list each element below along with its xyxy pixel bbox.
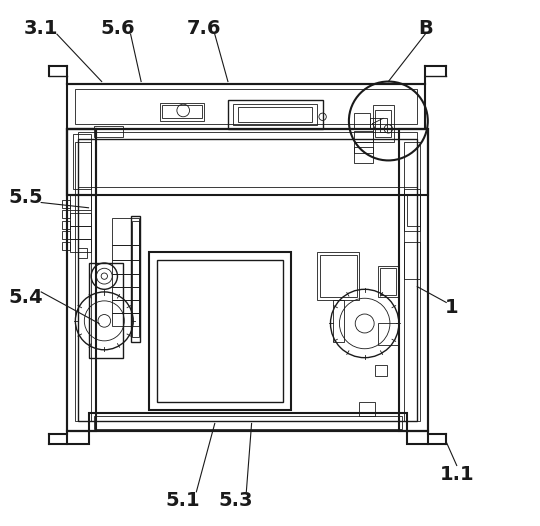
Bar (149, 252, 291, 410)
Bar (233, 104, 318, 125)
Bar (373, 105, 394, 142)
Bar (78, 139, 417, 421)
Bar (381, 268, 396, 295)
Bar (381, 118, 387, 132)
Bar (112, 245, 138, 260)
Bar (407, 195, 420, 226)
Text: 7.6: 7.6 (187, 19, 221, 38)
Bar (320, 255, 357, 297)
Bar (378, 266, 399, 297)
Bar (70, 195, 91, 210)
Bar (78, 248, 87, 258)
Bar (112, 287, 138, 300)
Bar (378, 323, 399, 345)
Bar (94, 129, 123, 137)
Bar (112, 218, 138, 245)
Bar (404, 189, 420, 231)
Bar (70, 226, 91, 239)
Bar (159, 103, 204, 121)
Bar (68, 129, 428, 195)
Bar (89, 263, 123, 358)
Bar (76, 89, 417, 124)
Bar (68, 84, 425, 129)
Bar (333, 300, 343, 342)
Bar (228, 100, 322, 129)
Bar (112, 274, 138, 287)
Bar (62, 231, 70, 239)
Text: 3.1: 3.1 (24, 19, 58, 38)
Bar (68, 129, 97, 195)
Bar (375, 110, 391, 137)
Text: 5.5: 5.5 (8, 188, 43, 207)
Bar (318, 252, 360, 300)
Text: 5.6: 5.6 (100, 19, 135, 38)
Text: 5.1: 5.1 (166, 491, 200, 510)
Bar (78, 132, 417, 187)
Bar (112, 300, 138, 313)
Bar (62, 242, 70, 250)
Bar (70, 213, 91, 226)
Bar (375, 365, 387, 376)
Bar (68, 431, 89, 444)
Bar (70, 239, 91, 252)
Bar (73, 134, 91, 189)
Bar (404, 142, 420, 421)
Bar (94, 416, 402, 429)
Bar (112, 313, 138, 326)
Bar (162, 105, 201, 118)
Text: 1.1: 1.1 (440, 465, 474, 484)
Bar (354, 142, 373, 153)
Bar (68, 129, 97, 431)
Bar (62, 210, 70, 218)
Bar (354, 147, 373, 163)
Bar (89, 413, 407, 431)
Text: 5.4: 5.4 (8, 288, 43, 307)
Bar (132, 221, 138, 337)
Bar (68, 129, 428, 431)
Bar (62, 221, 70, 229)
Bar (360, 402, 375, 416)
Bar (112, 260, 138, 274)
Bar (239, 107, 312, 122)
Bar (94, 126, 123, 129)
Bar (76, 142, 91, 421)
Bar (157, 260, 283, 402)
Text: 1: 1 (444, 298, 458, 317)
Bar (354, 113, 370, 129)
Bar (62, 200, 70, 208)
Text: 5.3: 5.3 (219, 491, 253, 510)
Bar (399, 129, 428, 431)
Bar (354, 132, 373, 142)
Bar (370, 118, 381, 129)
Text: B: B (418, 19, 433, 38)
Bar (407, 431, 428, 444)
Bar (131, 216, 140, 342)
Bar (404, 242, 420, 279)
